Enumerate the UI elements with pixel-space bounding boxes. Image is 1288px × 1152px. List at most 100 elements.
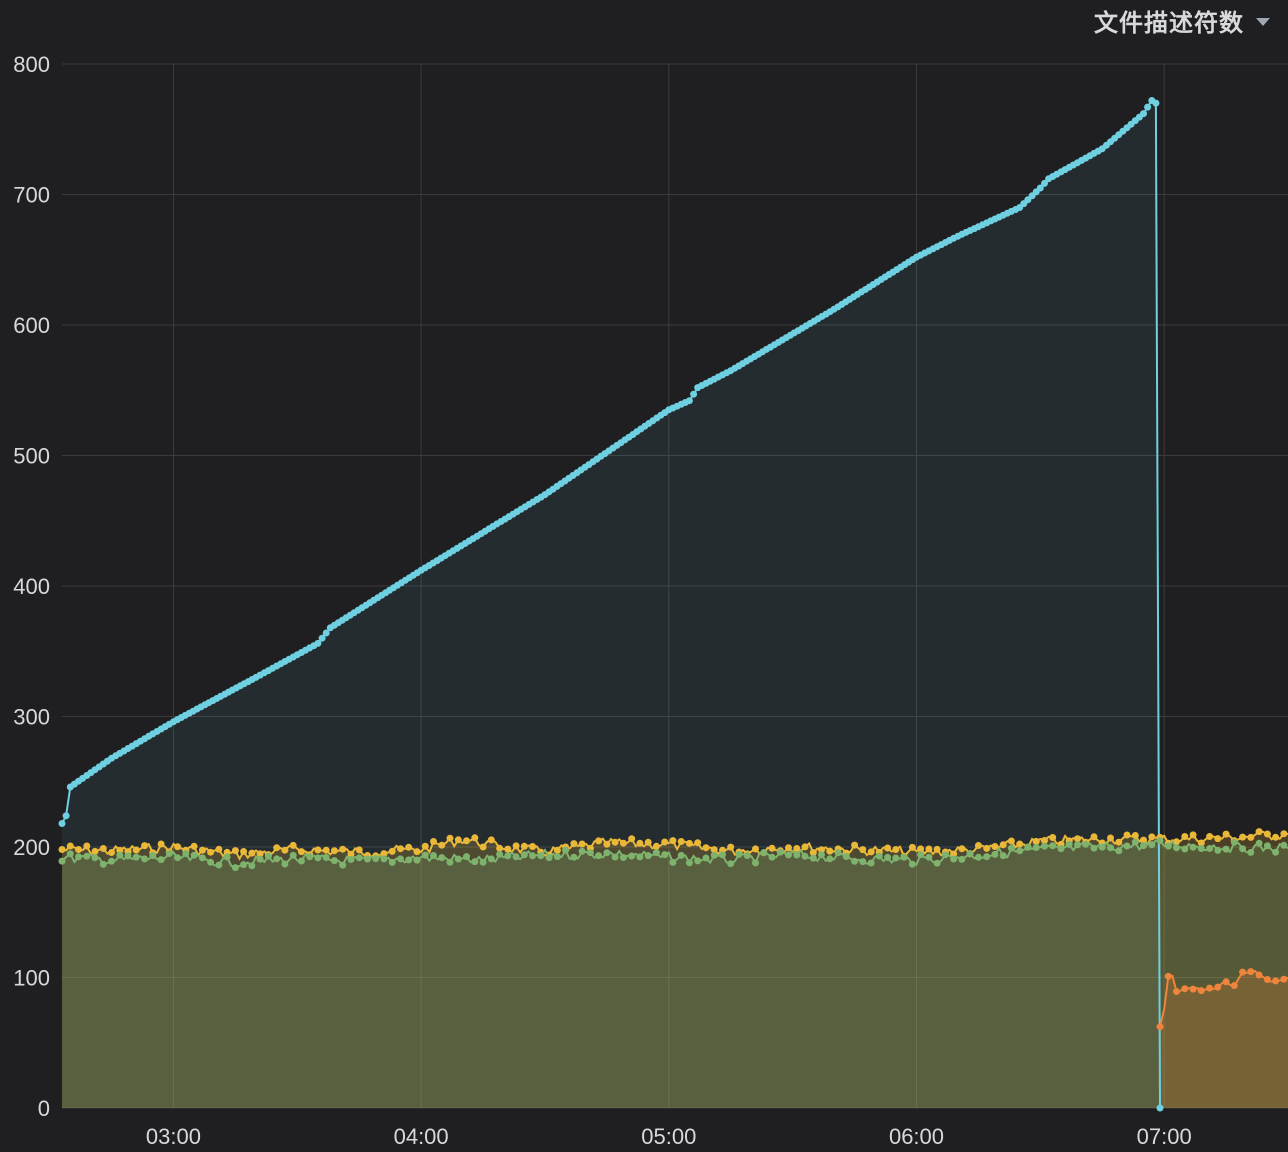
series-2-point [141,855,149,863]
series-2-point [752,859,759,867]
x-tick-label: 04:00 [394,1124,449,1149]
series-2-point [1214,846,1222,854]
series-2-point [1247,848,1255,856]
y-tick-label: 800 [13,52,50,77]
series-0-point [58,820,66,827]
series-2-point [1065,840,1073,848]
series-2-point [892,854,900,862]
series-1-point [215,845,223,853]
series-1-point [578,840,586,848]
series-2-point [941,851,949,859]
series-1-point [636,839,644,847]
series-2-point [529,852,537,860]
series-2-point [1272,848,1280,856]
series-1-point [132,846,140,854]
series-1-point [908,843,916,851]
series-2-point [215,861,223,869]
series-2-point [801,852,809,860]
series-2-point [454,855,462,863]
series-2-point [1255,839,1263,847]
caret-down-icon[interactable] [1256,18,1270,26]
series-2-point [1263,842,1271,850]
series-2-point [289,851,297,859]
y-tick-label: 500 [13,444,50,469]
series-2-point [553,853,561,861]
series-2-point [818,851,825,859]
series-1-point [240,848,248,855]
series-2-point [966,850,974,857]
series-1-point [1090,833,1098,841]
series-2-point [669,858,677,866]
series-3-point [1206,984,1214,992]
series-1-point [471,834,479,842]
series-2-point [149,852,157,859]
y-tick-label: 400 [13,574,50,599]
series-1-point [1189,831,1197,839]
series-2-point [908,860,916,868]
series-2-point [578,847,586,855]
series-2-point [1206,845,1214,852]
series-1-point [438,841,446,849]
series-2-point [760,849,768,856]
series-2-point [743,852,751,859]
x-tick-label: 07:00 [1137,1124,1192,1149]
series-2-point [446,858,454,866]
series-3-point [1230,982,1238,989]
series-2-point [1057,845,1065,853]
series-1-point [1074,835,1081,843]
series-2-point [834,849,842,857]
series-1-point [273,844,281,852]
series-2-point [1007,844,1015,852]
series-1-point [289,841,297,849]
series-2-point [1222,845,1230,853]
series-2-point [520,851,528,859]
series-3-point [1222,978,1230,986]
series-2-point [1041,842,1048,850]
series-3-point [1164,972,1172,980]
series-2-point [1016,847,1024,855]
series-2-point [628,852,636,860]
series-2-point [198,854,206,862]
series-0-point [1144,103,1152,111]
series-2-point [339,861,347,869]
series-1-point [801,843,809,851]
series-1-point [1222,830,1230,838]
series-2-point [1123,842,1131,850]
x-tick-label: 06:00 [889,1124,944,1149]
series-2-point [776,848,784,856]
series-1-point [1255,828,1263,836]
series-2-point [314,854,322,862]
series-1-point [826,847,834,855]
series-1-point [463,837,470,845]
series-0-point [1041,179,1048,187]
series-2-point [1074,841,1081,849]
series-2-point [430,852,437,859]
series-2-point [174,854,182,862]
series-1-point [603,840,611,848]
series-2-point [512,853,520,861]
series-1-point [793,845,801,852]
series-1-point [1115,838,1123,846]
series-2-point [809,854,817,862]
panel-title-menu[interactable]: 文件描述符数 [1094,4,1270,37]
series-1-point [174,843,182,851]
series-1-point [892,846,900,853]
series-2-point [851,857,859,865]
series-1-point [421,842,429,850]
series-0-point [1152,99,1160,107]
series-1-area [62,831,1288,1108]
series-2-point [826,855,834,863]
series-1-point [999,841,1007,849]
series-1-point [685,839,693,847]
series-2-point [438,854,446,862]
series-2-point [991,850,999,858]
series-2-point [297,857,305,865]
series-2-point [132,853,140,861]
series-2-point [240,861,248,869]
series-1-point [710,846,718,854]
series-1-point [281,846,289,854]
series-2-point [545,854,553,862]
series-2-point [231,864,239,872]
series-2-point [1173,844,1180,852]
series-2-point [58,857,66,865]
